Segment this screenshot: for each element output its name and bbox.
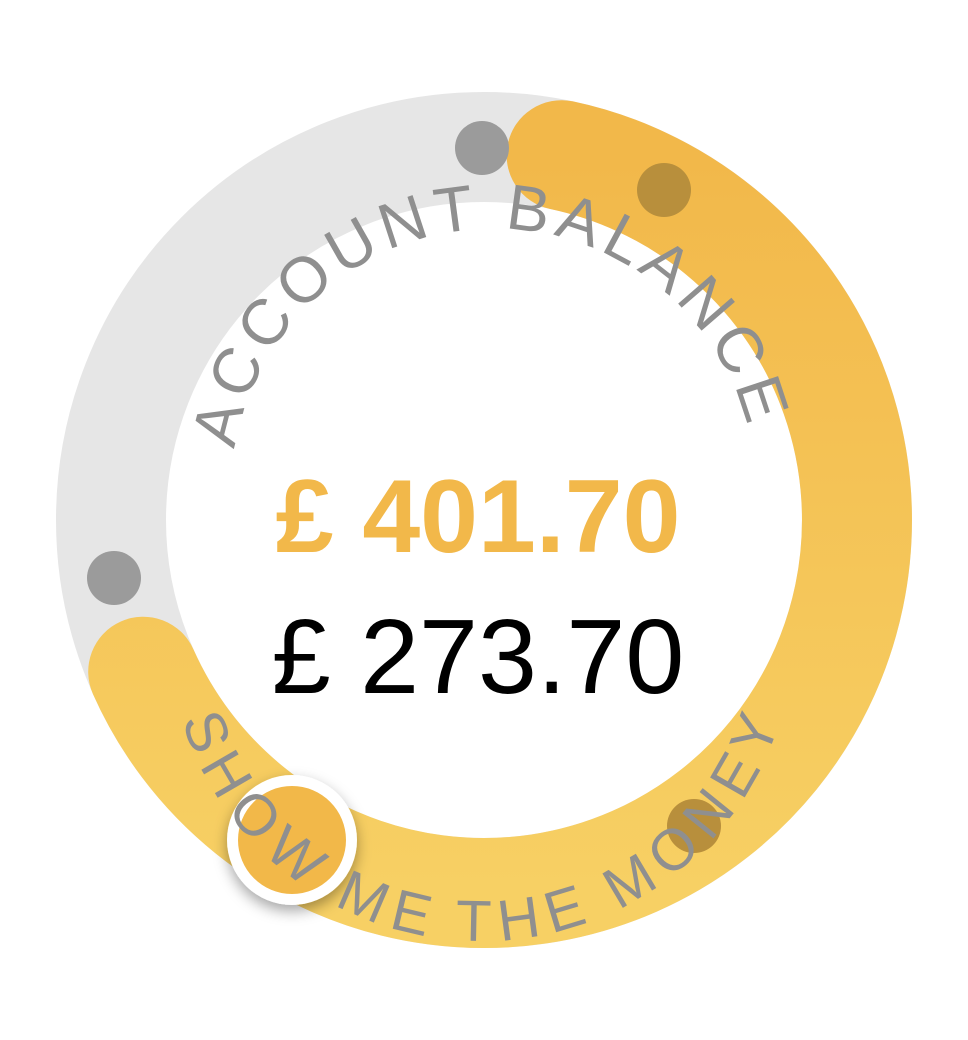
target-amount: £ 401.70 <box>276 459 681 575</box>
current-balance-amount: £ 273.70 <box>272 598 685 716</box>
marker-dot-lower-right <box>667 799 721 853</box>
marker-dot-left <box>87 551 141 605</box>
marker-dot-top <box>455 121 509 175</box>
marker-dot-upper-right <box>637 163 691 217</box>
show-me-the-money-subheading: SHOW ME THE MONEY <box>169 702 792 954</box>
progress-knob[interactable] <box>227 775 357 905</box>
